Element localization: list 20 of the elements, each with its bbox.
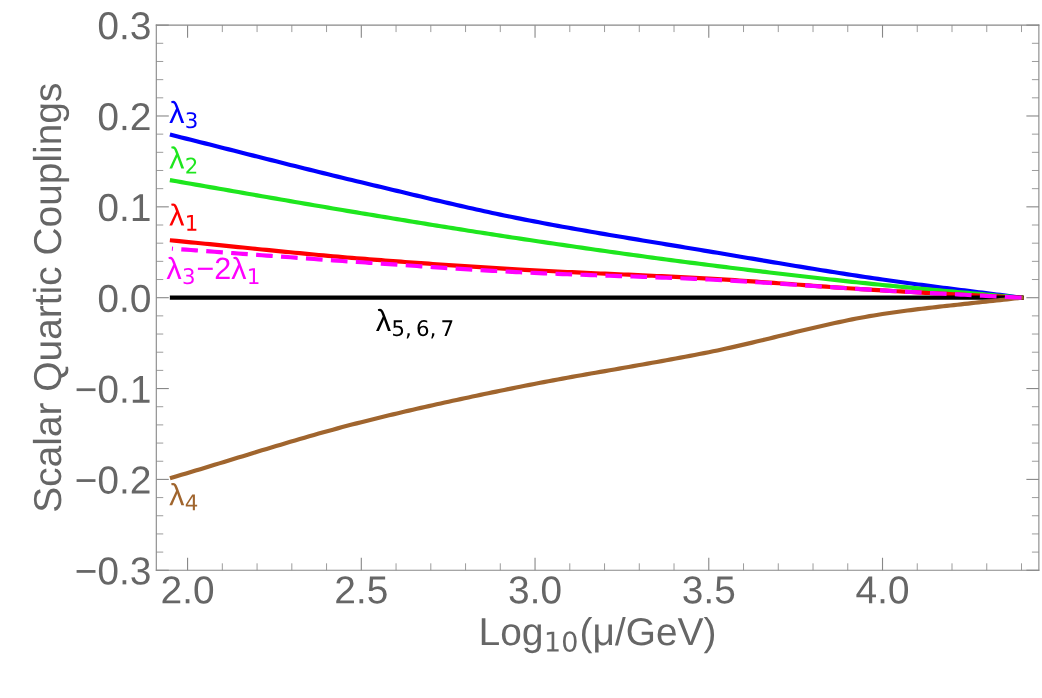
series-label: λ$_{4}$ [169,482,198,511]
series-label: λ$_{3}$ [169,100,197,129]
y-tick-label: 0.3 [98,12,150,40]
x-tick-label: 3.5 [683,576,735,604]
x-tick-label: 4.0 [856,576,909,604]
y-tick-label: 0.2 [98,102,150,131]
series-label: λ$_{1}$ [169,203,197,231]
series-label: λ$_{3}$−2λ$_{1}$ [166,256,259,285]
y-axis-title: Scalar Quartic Couplings [32,84,70,511]
y-tick-label: 0.1 [98,193,150,222]
series-label: λ$_{2}$ [169,146,197,174]
y-tick-label: −0.1 [76,375,150,404]
x-tick-label: 2.0 [162,576,214,604]
series-label: λ$_{5,6,7}$ [376,308,453,339]
y-tick-label: −0.3 [76,557,150,585]
x-axis-title: Log$_{10}$(μ/GeV) [481,616,715,654]
y-tick-label: −0.2 [76,466,150,494]
x-tick-label: 2.5 [336,576,387,604]
x-tick-label: 3.0 [509,576,561,604]
y-tick-label: 0.0 [98,284,150,313]
